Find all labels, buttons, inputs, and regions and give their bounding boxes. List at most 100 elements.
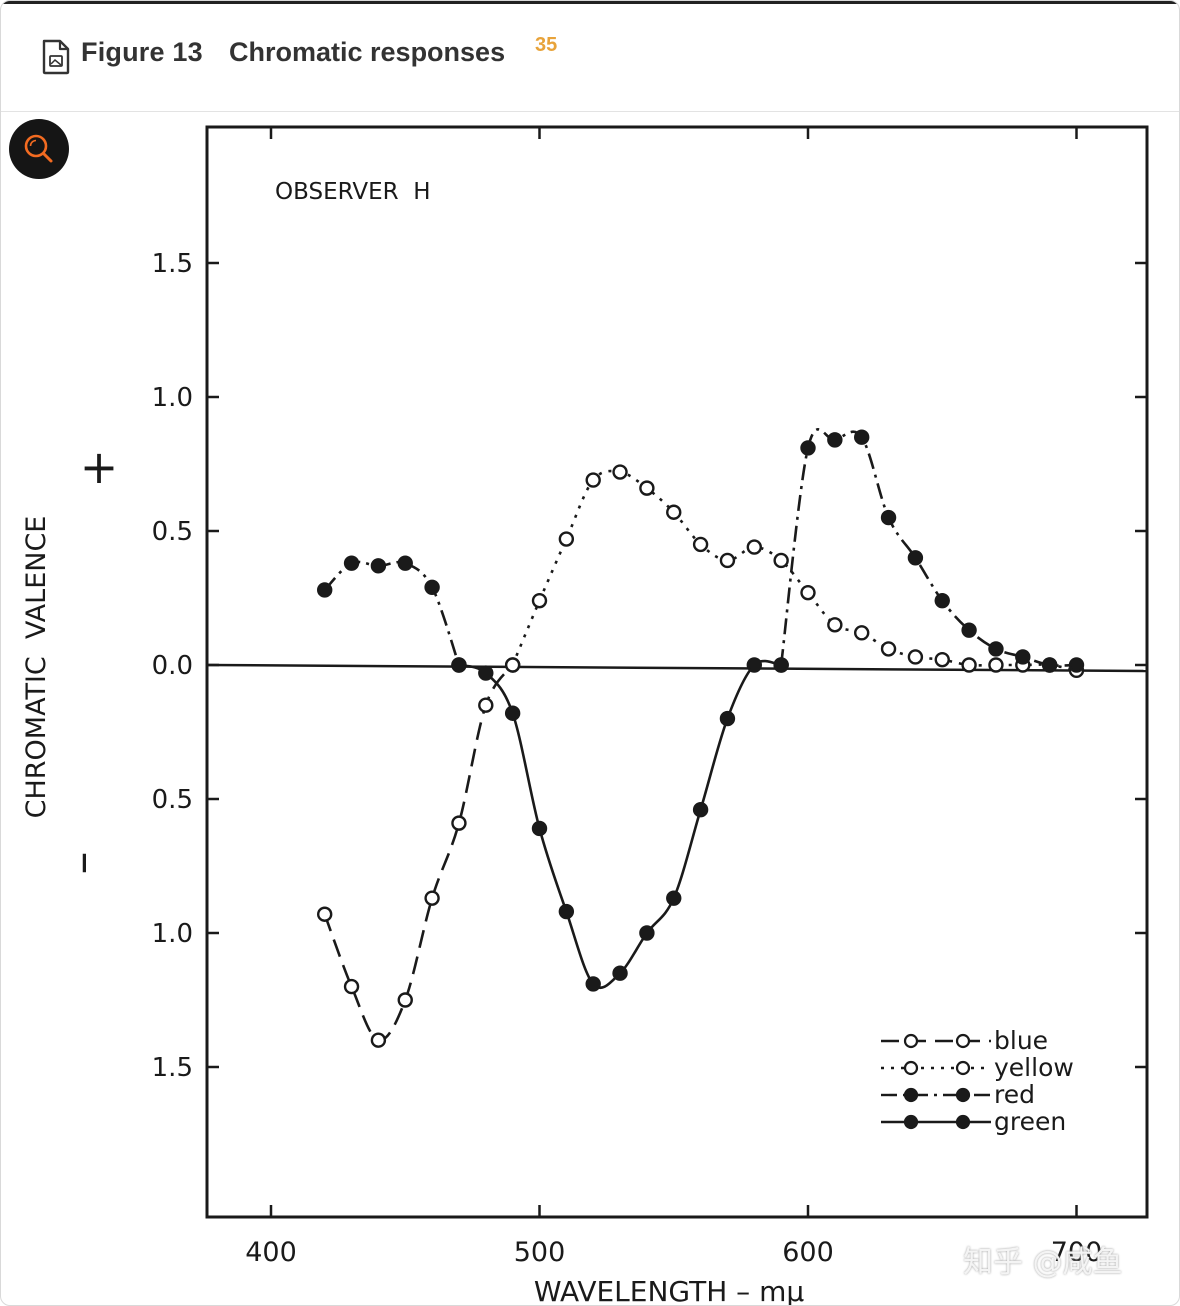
document-icon: [42, 39, 70, 75]
series-yellow-point: [639, 480, 655, 496]
zero-baseline: [206, 663, 1148, 673]
legend-yellow-label: yellow: [994, 1053, 1074, 1082]
y-tick-label: 1.0: [152, 919, 193, 949]
search-icon: [24, 134, 53, 163]
legend-red-marker: [955, 1087, 971, 1103]
y-tick-label: 1.5: [152, 249, 193, 279]
series-yellow-point: [773, 552, 789, 569]
series-red-point: [854, 429, 870, 445]
series-red-point: [1015, 649, 1031, 665]
series-yellow-point: [504, 657, 521, 673]
series-red-point: [880, 509, 897, 526]
series-green-point: [666, 890, 682, 906]
series-green-point: [531, 820, 548, 837]
series-red-point: [988, 641, 1004, 657]
x-axis-label: WAVELENGTH – mμ: [534, 1275, 805, 1306]
series-green-point: [504, 705, 521, 721]
legend-green-label: green: [994, 1107, 1066, 1136]
legend-blue-label: blue: [994, 1026, 1048, 1055]
series-red-point: [907, 550, 924, 566]
series-yellow-point: [827, 617, 843, 633]
series-red-point: [1041, 657, 1058, 673]
series-yellow-point: [531, 592, 548, 609]
legend-yellow-marker: [955, 1060, 971, 1076]
series-blue-point: [397, 992, 413, 1008]
y-tick-label: 0.5: [152, 517, 193, 547]
legend-green-marker: [955, 1114, 971, 1130]
y-axis-label: CHROMATIC VALENCE: [21, 516, 52, 819]
series-yellow-line: [511, 469, 1077, 672]
series-red-point: [1068, 657, 1085, 673]
series-red-point: [343, 555, 360, 571]
legend-red-marker: [903, 1087, 919, 1103]
series-red-point: [961, 622, 977, 638]
series-green-point: [719, 710, 736, 727]
series-yellow-point: [988, 657, 1004, 673]
series-yellow-point: [585, 472, 601, 488]
plot-frame: [205, 125, 1149, 1219]
legend-green-marker: [903, 1114, 919, 1130]
legend-red-label: red: [994, 1080, 1035, 1109]
figure-title: Chromatic responses: [229, 37, 506, 67]
x-tick-label: 700: [1051, 1237, 1103, 1268]
series-yellow-point: [880, 641, 897, 657]
search-button[interactable]: [9, 119, 69, 179]
legend-yellow-marker: [903, 1060, 919, 1076]
series-red-point: [317, 582, 333, 598]
watermark: 知乎 @咸鱼: [963, 1245, 1123, 1280]
series-green-point: [478, 665, 494, 681]
figure-number: Figure 13: [81, 37, 203, 67]
x-tick-label: 600: [782, 1237, 834, 1268]
series-yellow-point: [907, 649, 924, 665]
series-green-point: [639, 925, 655, 941]
series-red-point: [800, 440, 816, 456]
series-yellow-point: [558, 531, 575, 547]
legend-blue-marker: [903, 1033, 919, 1049]
reference-number[interactable]: 35: [535, 34, 558, 56]
series-blue-line: [323, 664, 514, 1042]
series-red-point: [934, 592, 950, 609]
series-yellow-point: [961, 657, 977, 673]
series-red-point: [424, 579, 440, 595]
series-yellow-point: [854, 625, 870, 641]
series-green-point: [451, 657, 467, 673]
series-green-point: [746, 657, 762, 673]
series-red-line: [779, 428, 1077, 667]
series-green-point: [585, 976, 601, 992]
series-green-point: [692, 802, 709, 818]
chromatic-response-chart: 400 500 600 700 1.5 1.0 0.5 0.0 0.5 1.0 1.5 blueye…: [21, 125, 1149, 1306]
series-red-point: [370, 558, 387, 574]
y-tick-label: 1.0: [152, 383, 193, 413]
series-green-point: [558, 903, 575, 920]
x-tick-label: 500: [514, 1237, 566, 1268]
series-yellow-point: [719, 552, 736, 569]
chart-annotation: OBSERVER H: [275, 179, 431, 205]
series-yellow-point: [934, 651, 950, 668]
y-tick-label: 0.5: [152, 785, 193, 815]
series-yellow-point: [800, 584, 816, 601]
series-blue-point: [451, 815, 467, 831]
x-tick-label: 400: [245, 1237, 297, 1268]
y-sign-plus: +: [80, 440, 119, 494]
y-tick-label: 0.0: [152, 651, 193, 681]
y-sign-minus: –: [54, 852, 108, 875]
y-tick-label: 1.5: [152, 1053, 193, 1083]
series-yellow-point: [666, 504, 682, 520]
series-blue-point: [343, 978, 360, 995]
series-red-point: [397, 555, 413, 571]
series-yellow-point: [746, 539, 762, 555]
series-yellow-point: [612, 464, 628, 480]
series-red-point: [827, 432, 843, 448]
series-blue-point: [317, 906, 333, 922]
series-yellow-point: [692, 536, 709, 553]
top-edge-strip: [1, 1, 1179, 4]
series-blue-point: [370, 1032, 387, 1048]
series-green-point: [612, 965, 628, 981]
series-green-point: [773, 657, 789, 673]
series-blue-point: [478, 697, 494, 713]
figure-header: Figure 13 Chromatic responses 35: [1, 1, 1179, 112]
legend-blue-marker: [955, 1033, 971, 1049]
series-red-line: [323, 560, 461, 666]
series-blue-point: [424, 890, 440, 906]
